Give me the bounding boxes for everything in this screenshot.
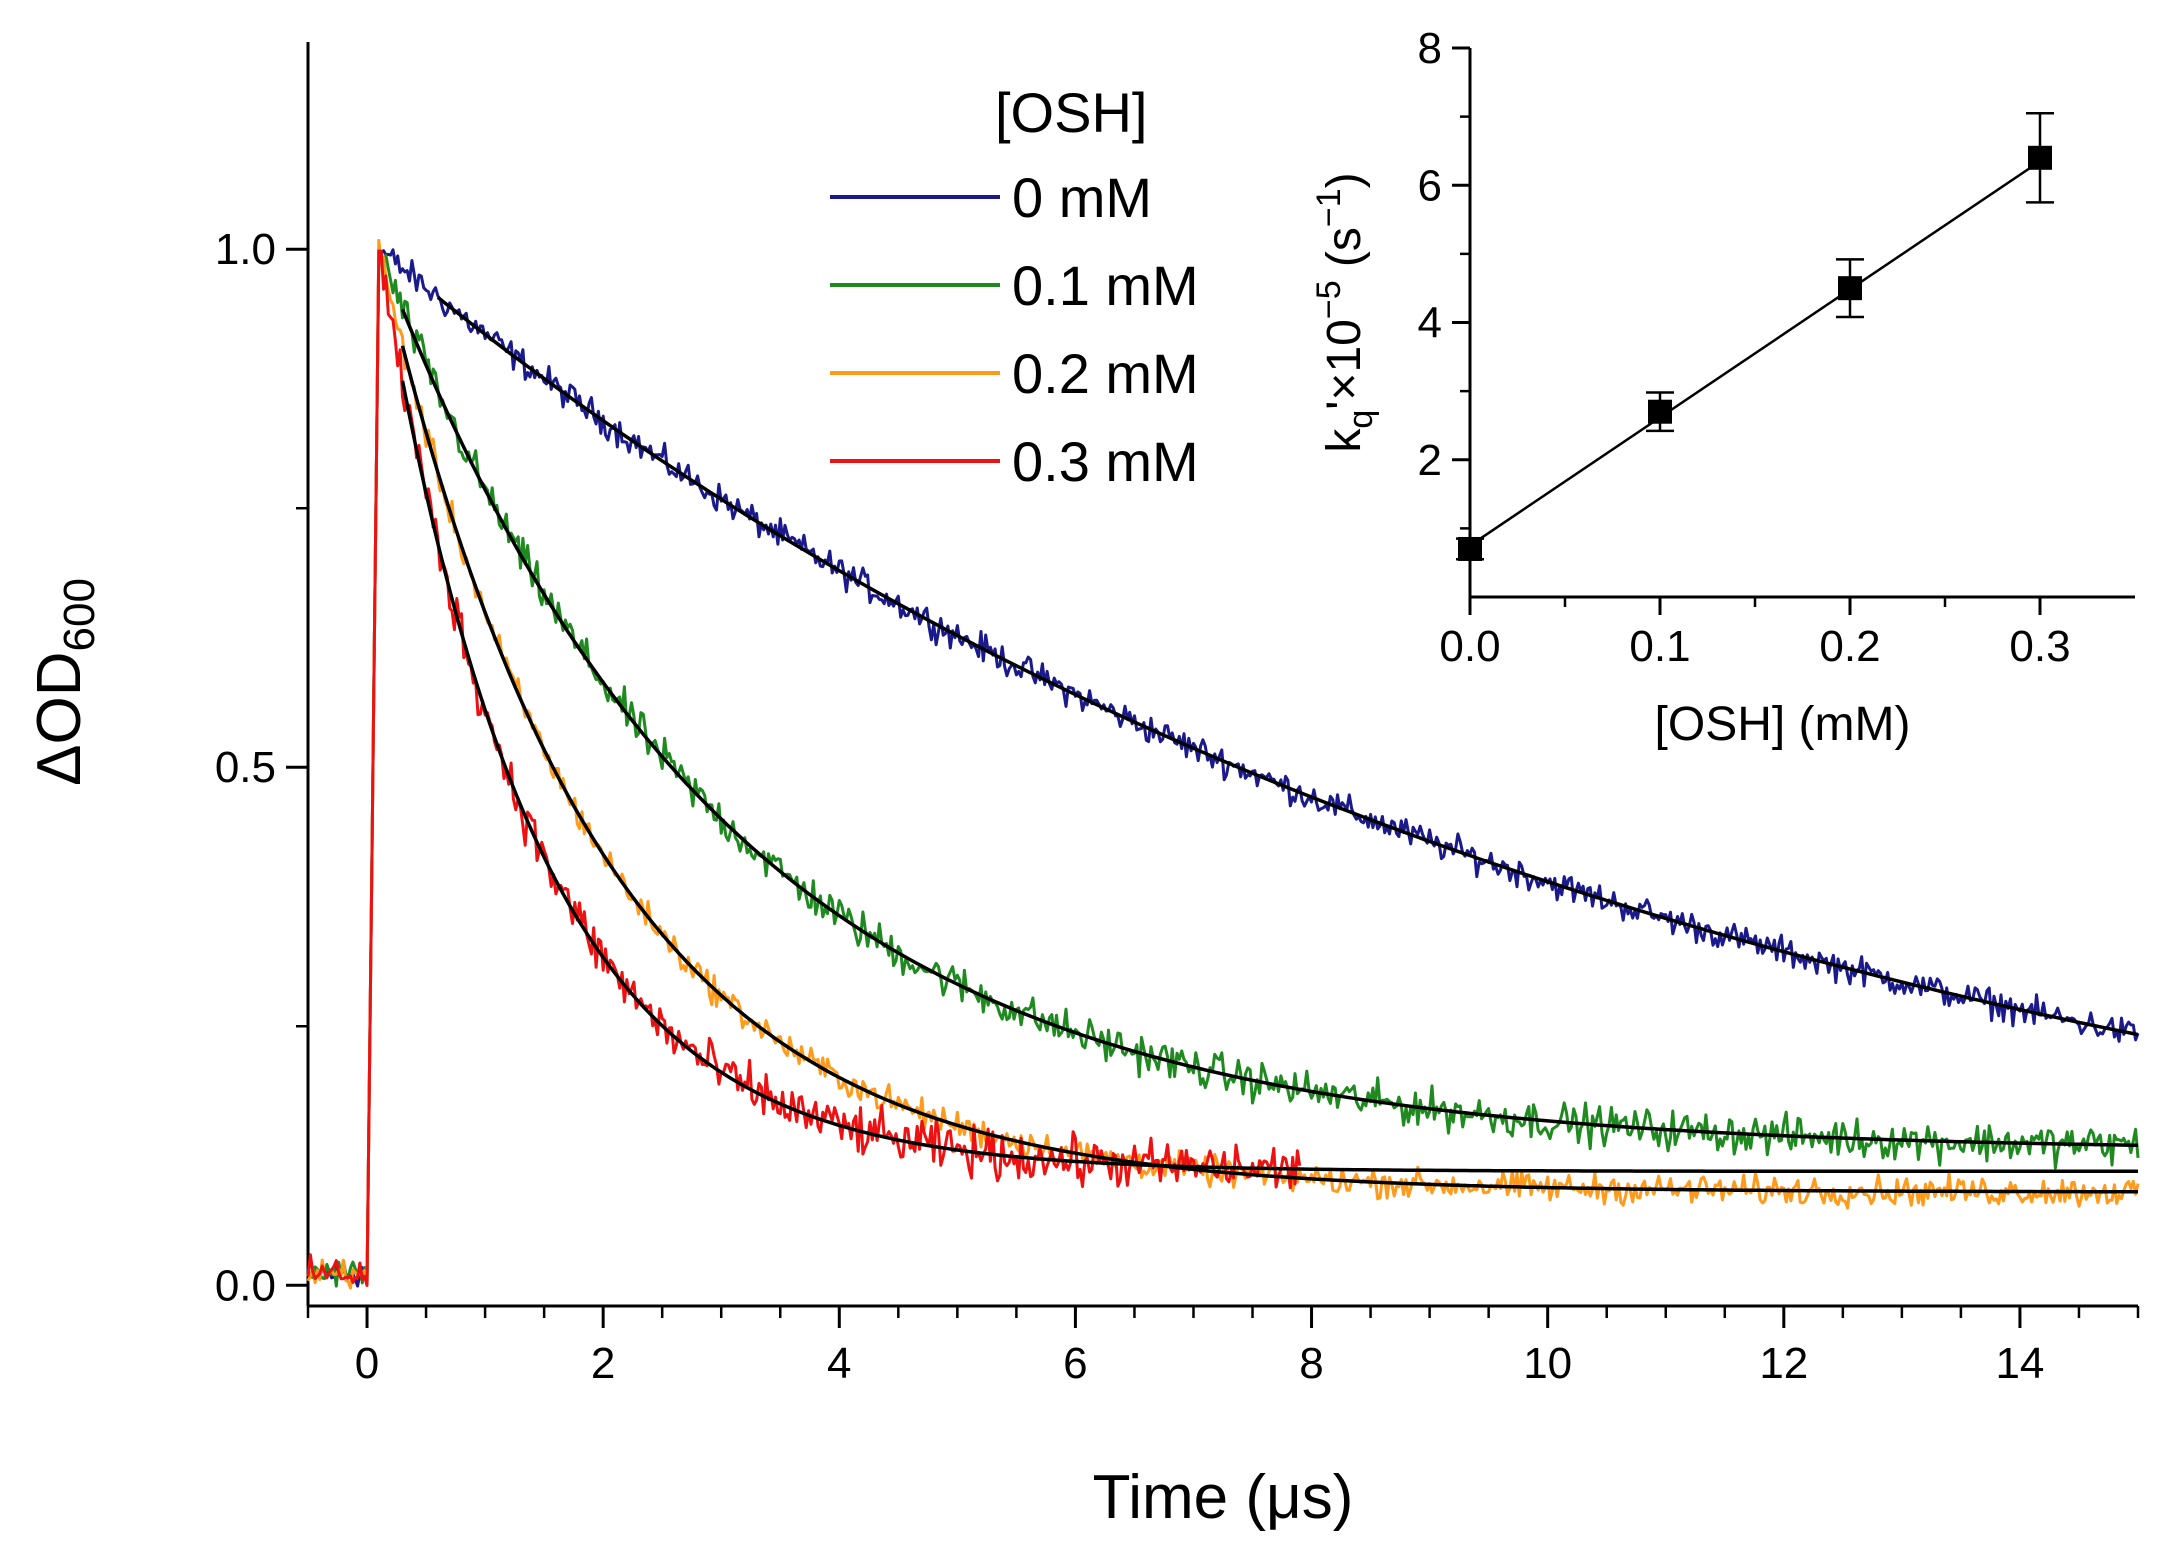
main-plot: 0 2 4 6 8 10 12 14 0.0 0.5 1.0 Time (μs) ΔOD600 [OSH]… (25, 42, 2140, 1532)
inset-x-tick-label: 0.0 (1439, 622, 1500, 671)
fit-curve-1 (400, 308, 2139, 1148)
inset-y-title-exp: −5 (1310, 280, 1348, 319)
x-axis-title: Time (μs) (1093, 1463, 1354, 1532)
y-tick-label: 0.0 (215, 1261, 276, 1310)
x-tick-label: 4 (827, 1339, 851, 1388)
inset-y-title-unit-exp: −1 (1310, 188, 1348, 227)
inset-y-title-unit-close: ) (1318, 172, 1371, 188)
inset-y-axis-title: kq'×10−5 (s−1) (1310, 172, 1380, 452)
y-tick-label: 0.5 (215, 743, 276, 792)
inset-plot: 0.0 0.1 0.2 0.3 2 4 6 8 [OSH] (mM) kq'×10−5 (s−1) (1310, 24, 2135, 751)
fit-curve-0 (436, 296, 2139, 1037)
y-axis-title-main: ΔOD (25, 652, 94, 786)
inset-y-title-k: k (1318, 428, 1371, 453)
inset-x-tick-label: 0.2 (1819, 622, 1880, 671)
x-tick-label: 6 (1063, 1339, 1087, 1388)
inset-y-tick-label: 8 (1418, 24, 1442, 73)
inset-y-tick-label: 2 (1418, 436, 1442, 485)
inset-data-point (1648, 399, 1672, 424)
legend-label: 0.2 mM (1012, 342, 1199, 405)
x-tick-label: 8 (1299, 1339, 1323, 1388)
x-tick-label: 14 (1995, 1339, 2044, 1388)
y-axis-title: ΔOD600 (25, 578, 104, 786)
inset-data-point (2028, 145, 2052, 170)
y-tick-label: 1.0 (215, 225, 276, 274)
inset-x-tick-label: 0.3 (2009, 622, 2070, 671)
x-tick-label: 10 (1523, 1339, 1572, 1388)
inset-y-tick-label: 6 (1418, 161, 1442, 210)
fit-curve-3 (400, 380, 2138, 1174)
fit-curve-2 (400, 345, 2138, 1194)
inset-y-tick-label: 4 (1418, 299, 1442, 348)
inset-data-point (1458, 536, 1482, 561)
legend-label: 0.3 mM (1012, 430, 1199, 493)
inset-y-title-unit-open: (s (1318, 227, 1371, 280)
x-tick-label: 2 (591, 1339, 615, 1388)
data-trace-3 (306, 249, 1302, 1287)
inset-fit-line (1469, 160, 2041, 547)
x-tick-label: 0 (355, 1339, 379, 1388)
x-tick-label: 12 (1759, 1339, 1808, 1388)
inset-y-title-mid: '×10 (1318, 319, 1371, 410)
inset-x-tick-label: 0.1 (1629, 622, 1690, 671)
legend-label: 0 mM (1012, 166, 1152, 229)
inset-y-title-sub-q: q (1342, 410, 1380, 429)
y-axis-title-subscript: 600 (55, 578, 104, 651)
inset-data-point (1838, 276, 1862, 301)
inset-x-axis-title: [OSH] (mM) (1655, 698, 1911, 751)
data-trace-1 (306, 251, 2140, 1288)
legend-title: [OSH] (995, 81, 1147, 144)
legend-label: 0.1 mM (1012, 254, 1199, 317)
